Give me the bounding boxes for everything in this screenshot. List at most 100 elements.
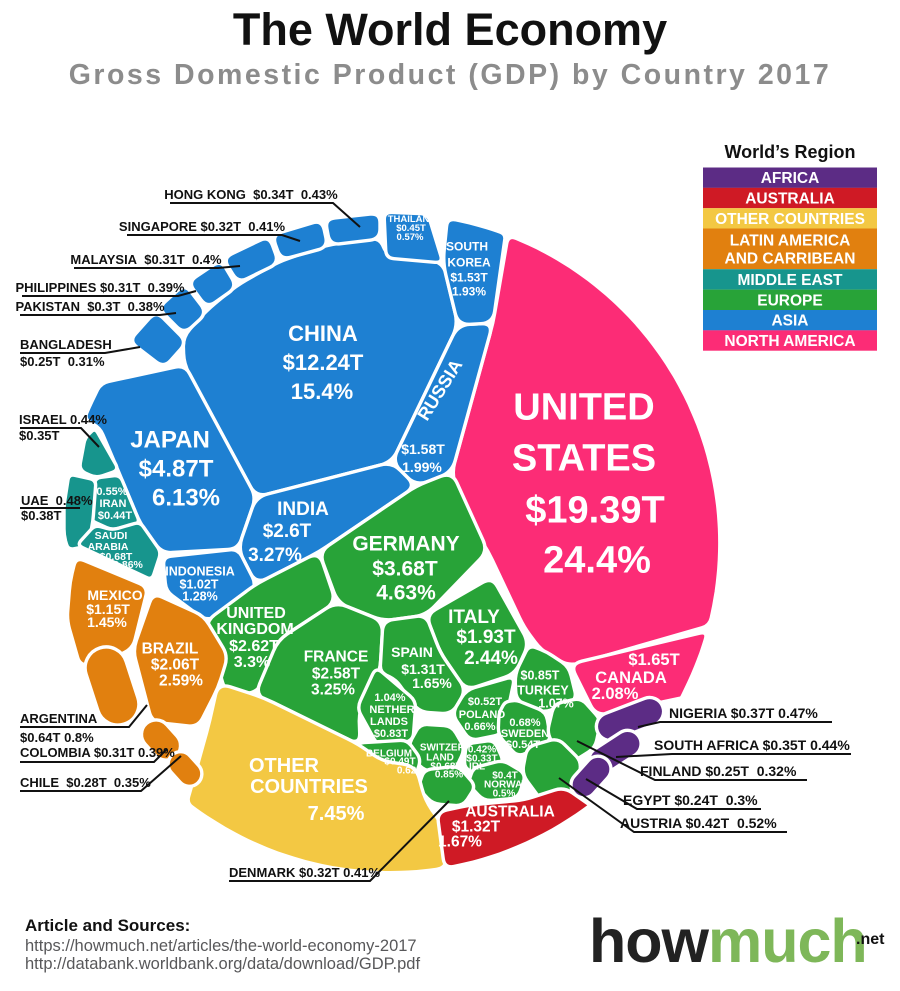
svg-text:BELGIUM: BELGIUM [366,749,412,760]
svg-text:EUROPE: EUROPE [757,292,822,309]
svg-text:7.45%: 7.45% [308,803,365,825]
svg-text:1.93%: 1.93% [452,284,486,298]
svg-text:0.55%: 0.55% [96,486,127,498]
svg-text:LAND: LAND [426,753,454,764]
svg-text:0.68%: 0.68% [509,717,540,729]
svg-text:FRANCE: FRANCE [304,649,369,666]
svg-text:EGYPT $0.24T 0.3%: EGYPT $0.24T 0.3% [623,792,758,808]
svg-text:CHINA: CHINA [288,321,358,346]
svg-text:24.4%: 24.4% [543,540,651,582]
svg-text:0.62%: 0.62% [397,766,425,777]
svg-text:howmuch: howmuch [589,907,867,975]
svg-text:0.42%: 0.42% [468,745,496,756]
svg-text:CHILE $0.28T 0.35%: CHILE $0.28T 0.35% [20,775,151,790]
svg-text:SWITZER-: SWITZER- [420,743,468,754]
svg-text:1.28%: 1.28% [182,590,217,604]
svg-text:SOUTH: SOUTH [446,239,488,253]
svg-text:ITALY: ITALY [448,607,500,628]
svg-text:6.13%: 6.13% [152,485,220,512]
svg-text:SOUTH AFRICA $0.35T 0.44%: SOUTH AFRICA $0.35T 0.44% [654,737,850,753]
svg-text:LATIN AMERICA: LATIN AMERICA [730,232,851,249]
svg-text:$1.15T: $1.15T [86,601,130,617]
svg-text:$0.45T: $0.45T [396,223,426,234]
svg-text:GERMANY: GERMANY [352,533,459,556]
svg-text:NIGERIA $0.37T 0.47%: NIGERIA $0.37T 0.47% [669,705,818,721]
svg-text:$0.52T: $0.52T [468,696,503,708]
svg-text:15.4%: 15.4% [291,379,353,404]
svg-text:NORTH AMERICA: NORTH AMERICA [724,333,855,350]
svg-text:COLOMBIA $0.31T 0.39%: COLOMBIA $0.31T 0.39% [20,745,175,760]
svg-text:MALAYSIA $0.31T 0.4%: MALAYSIA $0.31T 0.4% [70,252,222,267]
svg-text:PHILIPPINES $0.31T 0.39%: PHILIPPINES $0.31T 0.39% [15,280,185,295]
svg-text:1.07%: 1.07% [538,697,573,711]
svg-text:$0.85T: $0.85T [521,669,560,683]
svg-text:NETHER: NETHER [369,704,414,716]
svg-text:$19.39T: $19.39T [525,490,664,532]
svg-text:$0.49T: $0.49T [384,757,415,768]
svg-text:STATES: STATES [512,438,656,480]
svg-text:1.45%: 1.45% [87,614,127,630]
svg-text:$0.44T: $0.44T [98,510,133,522]
svg-text:https://howmuch.net/articles/t: https://howmuch.net/articles/the-world-e… [25,937,417,955]
svg-text:0.86%: 0.86% [113,559,143,571]
svg-text:AUSTRALIA: AUSTRALIA [745,191,835,208]
svg-text:$4.87T: $4.87T [139,456,214,483]
svg-text:AFRICA: AFRICA [761,170,820,187]
svg-text:COUNTRIES: COUNTRIES [250,776,368,798]
svg-text:$0.35T: $0.35T [19,428,60,443]
svg-text:$2.62T: $2.62T [229,638,279,655]
svg-text:THAILAND: THAILAND [388,214,437,225]
svg-text:IRL: IRL [469,762,485,773]
svg-text:LANDS: LANDS [370,716,408,728]
svg-text:2.59%: 2.59% [159,673,203,690]
svg-text:MEXICO: MEXICO [87,587,142,603]
svg-text:$1.58T: $1.58T [401,441,445,457]
svg-text:POLAND: POLAND [459,709,506,721]
svg-text:SAUDI: SAUDI [95,530,128,542]
svg-text:ASIA: ASIA [771,313,808,330]
svg-text:1.04%: 1.04% [374,692,405,704]
svg-text:$1.02T: $1.02T [180,578,219,592]
svg-text:UNITED: UNITED [226,605,286,622]
svg-text:UAE 0.48%: UAE 0.48% [21,493,93,508]
svg-text:KOREA: KOREA [447,255,491,269]
svg-text:Gross Domestic Product (GDP) b: Gross Domestic Product (GDP) by Country … [69,59,831,91]
svg-text:OTHER COUNTRIES: OTHER COUNTRIES [715,211,865,228]
svg-text:$0.54T: $0.54T [506,739,541,751]
svg-text:0.5%: 0.5% [493,789,516,800]
svg-text:3.3%: 3.3% [234,654,270,671]
svg-text:Article and Sources:: Article and Sources: [25,916,190,935]
svg-text:2.44%: 2.44% [464,648,518,669]
svg-text:$2.58T: $2.58T [312,666,361,683]
svg-text:2.08%: 2.08% [592,685,639,703]
svg-text:0.85%: 0.85% [435,770,463,781]
svg-text:$1.53T: $1.53T [450,270,488,284]
svg-text:$0.64T 0.8%: $0.64T 0.8% [20,730,94,745]
svg-text:UNITED: UNITED [513,387,654,429]
svg-text:SPAIN: SPAIN [391,644,433,660]
svg-text:PAKISTAN $0.3T 0.38%: PAKISTAN $0.3T 0.38% [15,299,165,314]
svg-text:AUSTRALIA: AUSTRALIA [465,804,555,821]
svg-text:$1.93T: $1.93T [456,627,516,648]
svg-text:IRAN: IRAN [100,498,127,510]
svg-text:NORWAY: NORWAY [484,780,528,791]
svg-text:SWEDEN: SWEDEN [501,728,549,740]
svg-text:The World Economy: The World Economy [233,4,667,55]
svg-text:TURKEY: TURKEY [517,684,569,698]
svg-text:World’s Region: World’s Region [724,142,855,162]
svg-text:BANGLADESH: BANGLADESH [20,337,112,352]
svg-text:1.99%: 1.99% [402,459,442,475]
svg-text:0.57%: 0.57% [397,232,424,243]
svg-text:MIDDLE EAST: MIDDLE EAST [737,272,843,289]
svg-text:ARABIA: ARABIA [88,541,129,553]
svg-text:$0.68T: $0.68T [430,762,461,773]
svg-text:OTHER: OTHER [249,755,320,777]
svg-text:3.25%: 3.25% [311,682,355,699]
svg-text:0.66%: 0.66% [464,721,495,733]
svg-text:CANADA: CANADA [595,669,667,687]
svg-text:DENMARK $0.32T 0.41%: DENMARK $0.32T 0.41% [229,865,380,880]
svg-text:AUSTRIA $0.42T 0.52%: AUSTRIA $0.42T 0.52% [620,815,777,831]
svg-text:$0.83T: $0.83T [374,728,409,740]
svg-text:$1.65T: $1.65T [628,651,679,669]
svg-text:SINGAPORE $0.32T 0.41%: SINGAPORE $0.32T 0.41% [119,219,286,234]
